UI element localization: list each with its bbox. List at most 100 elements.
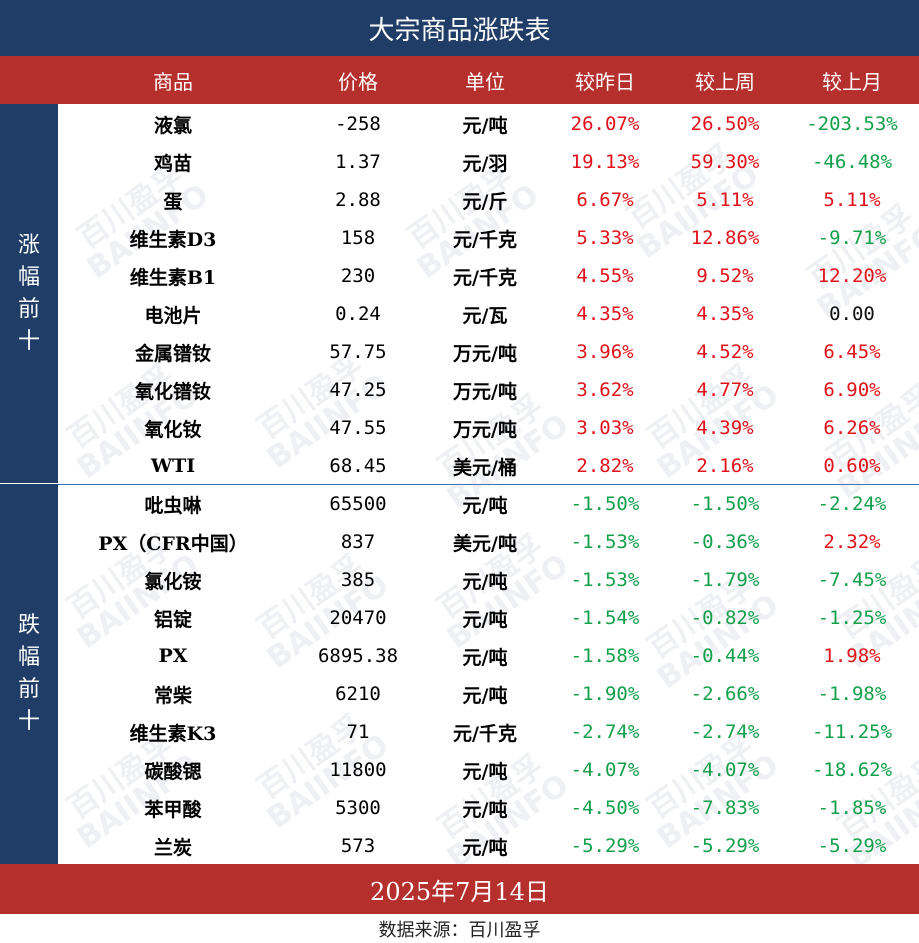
header-price: 价格 — [338, 69, 378, 94]
change-vs-last-week: -0.82% — [690, 607, 760, 629]
change-vs-last-month: -46.48% — [811, 151, 893, 173]
change-vs-yesterday: -1.53% — [570, 569, 640, 591]
change-vs-yesterday: 19.13% — [570, 151, 640, 173]
change-vs-last-month: 2.32% — [823, 531, 881, 553]
commodity-name: 常柴 — [153, 684, 192, 707]
change-vs-yesterday: -4.07% — [570, 759, 640, 781]
commodity-unit: 元/瓦 — [462, 304, 508, 327]
commodity-unit: 元/吨 — [462, 760, 508, 783]
commodity-price: 11800 — [329, 759, 387, 781]
change-vs-last-week: 59.30% — [690, 151, 760, 173]
change-vs-last-month: -1.98% — [817, 683, 887, 705]
table-row: 吡虫啉 65500 元/吨 -1.50% -1.50% -2.24% — [0, 485, 919, 523]
gainers-char: 十 — [17, 329, 40, 354]
gainers-section-label: 涨 幅 前 十 — [0, 104, 58, 484]
table-row: 氧化钕 47.55 万元/吨 3.03% 4.39% 6.26% — [0, 409, 919, 447]
change-vs-yesterday: -4.50% — [570, 797, 640, 819]
change-vs-yesterday: 3.62% — [576, 379, 634, 401]
change-vs-last-month: 5.11% — [823, 189, 881, 211]
commodity-unit: 元/千克 — [453, 266, 517, 289]
table-row: 维生素D3 158 元/千克 5.33% 12.86% -9.71% — [0, 219, 919, 257]
commodity-price: 230 — [340, 265, 376, 287]
header-name: 商品 — [153, 69, 193, 94]
losers-char: 前 — [17, 677, 40, 702]
commodity-name: 鸡苗 — [153, 152, 192, 175]
change-vs-last-week: -7.83% — [690, 797, 760, 819]
table-row: 常柴 6210 元/吨 -1.90% -2.66% -1.98% — [0, 675, 919, 713]
commodity-name: 兰炭 — [153, 836, 192, 859]
change-vs-last-month: -203.53% — [806, 113, 898, 135]
commodity-unit: 元/羽 — [462, 152, 508, 175]
change-vs-yesterday: -1.58% — [570, 645, 640, 667]
commodity-price: 47.55 — [329, 417, 387, 439]
commodity-name: 氧化钕 — [144, 418, 202, 441]
table-row: WTI 68.45 美元/桶 2.82% 2.16% 0.60% — [0, 447, 919, 485]
change-vs-yesterday: 5.33% — [576, 227, 634, 249]
header-unit: 单位 — [465, 69, 505, 94]
header-day-change: 较昨日 — [575, 69, 635, 94]
commodity-price: 20470 — [329, 607, 387, 629]
commodity-name: 金属镨钕 — [134, 342, 211, 365]
change-vs-last-week: 2.16% — [696, 455, 754, 477]
change-vs-yesterday: -1.90% — [570, 683, 640, 705]
commodity-price: 1.37 — [335, 151, 381, 173]
table-row: 氧化镨钕 47.25 万元/吨 3.62% 4.77% 6.90% — [0, 371, 919, 409]
table-row: 兰炭 573 元/吨 -5.29% -5.29% -5.29% — [0, 827, 919, 865]
date-label: 2025年7月14日 — [0, 864, 919, 914]
table-row: 金属镨钕 57.75 万元/吨 3.96% 4.52% 6.45% — [0, 333, 919, 371]
change-vs-last-week: -2.74% — [690, 721, 760, 743]
table-row: 鸡苗 1.37 元/羽 19.13% 59.30% -46.48% — [0, 143, 919, 181]
change-vs-last-week: 26.50% — [690, 113, 760, 135]
commodity-price: 57.75 — [329, 341, 387, 363]
table-row: PX 6895.38 元/吨 -1.58% -0.44% 1.98% — [0, 637, 919, 675]
change-vs-yesterday: -5.29% — [570, 835, 640, 857]
table-row: 氯化铵 385 元/吨 -1.53% -1.79% -7.45% — [0, 561, 919, 599]
change-vs-last-week: 5.11% — [696, 189, 754, 211]
gainers-char: 幅 — [17, 265, 40, 290]
change-vs-last-week: 4.52% — [696, 341, 754, 363]
table-row: 液氯 -258 元/吨 26.07% 26.50% -203.53% — [0, 105, 919, 143]
change-vs-yesterday: 3.96% — [576, 341, 634, 363]
commodity-price: 158 — [340, 227, 376, 249]
commodity-price: 5300 — [335, 797, 381, 819]
commodity-unit: 元/千克 — [453, 228, 517, 251]
change-vs-last-week: -1.50% — [690, 493, 760, 515]
commodity-unit: 元/吨 — [462, 646, 508, 669]
commodity-unit: 万元/吨 — [453, 380, 517, 403]
change-vs-last-week: -2.66% — [690, 683, 760, 705]
commodity-price: 2.88 — [335, 189, 381, 211]
change-vs-yesterday: -2.74% — [570, 721, 640, 743]
commodity-price: 6210 — [335, 683, 381, 705]
change-vs-yesterday: 4.55% — [576, 265, 634, 287]
commodity-name: 维生素K3 — [129, 722, 217, 745]
table-header: 商品 价格 单位 较昨日 较上周 较上月 — [0, 56, 919, 104]
losers-char: 十 — [17, 709, 40, 734]
commodity-name: PX — [158, 645, 188, 667]
table-row: 维生素B1 230 元/千克 4.55% 9.52% 12.20% — [0, 257, 919, 295]
commodity-unit: 元/吨 — [462, 570, 508, 593]
losers-char: 幅 — [17, 645, 40, 670]
change-vs-last-week: -1.79% — [690, 569, 760, 591]
commodity-unit: 元/斤 — [462, 190, 508, 213]
commodity-name: 吡虫啉 — [144, 494, 202, 517]
change-vs-last-week: -4.07% — [690, 759, 760, 781]
change-vs-last-month: -2.24% — [817, 493, 887, 515]
commodity-unit: 美元/桶 — [453, 456, 517, 479]
commodity-price: 385 — [340, 569, 376, 591]
change-vs-last-week: -0.36% — [690, 531, 760, 553]
commodity-unit: 万元/吨 — [453, 342, 517, 365]
change-vs-last-month: 6.90% — [823, 379, 881, 401]
change-vs-yesterday: -1.54% — [570, 607, 640, 629]
table-row: 维生素K3 71 元/千克 -2.74% -2.74% -11.25% — [0, 713, 919, 751]
gainers-char: 前 — [17, 297, 40, 322]
table-row: 苯甲酸 5300 元/吨 -4.50% -7.83% -1.85% — [0, 789, 919, 827]
commodity-unit: 元/千克 — [453, 722, 517, 745]
change-vs-last-month: -5.29% — [817, 835, 887, 857]
change-vs-last-month: 6.45% — [823, 341, 881, 363]
change-vs-last-month: -18.62% — [811, 759, 893, 781]
commodity-name: 维生素D3 — [129, 228, 217, 251]
commodity-name: 液氯 — [153, 114, 192, 137]
commodity-name: 苯甲酸 — [144, 798, 202, 821]
change-vs-last-week: 4.35% — [696, 303, 754, 325]
commodity-name: 电池片 — [144, 304, 202, 327]
